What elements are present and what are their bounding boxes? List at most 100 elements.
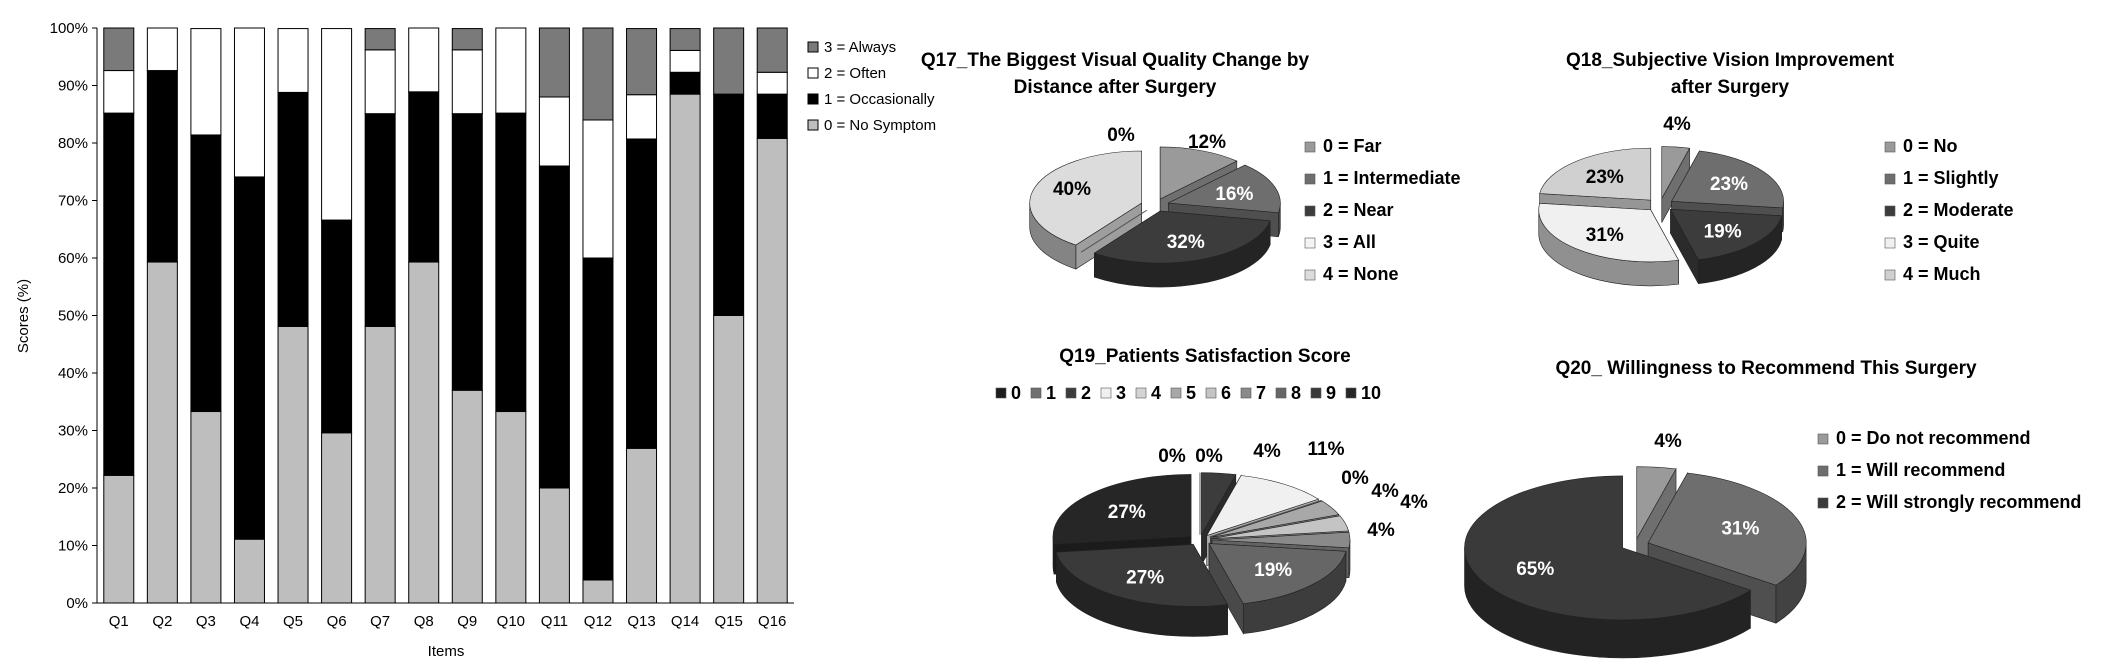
bar-segment bbox=[756, 137, 788, 604]
pie-legend-label: 4 = None bbox=[1323, 264, 1399, 284]
x-tick-label: Q4 bbox=[239, 613, 259, 630]
bar-segment bbox=[103, 474, 135, 604]
y-tick-label: 70% bbox=[58, 193, 88, 210]
pie-legend-swatch bbox=[1884, 269, 1896, 281]
y-tick-label: 60% bbox=[58, 250, 88, 267]
pie-chart-q20: Q20_ Willingness to Recommend This Surge… bbox=[1464, 358, 2081, 659]
pie-data-label: 65% bbox=[1516, 559, 1554, 580]
pie-legend-swatch bbox=[1304, 205, 1316, 217]
pie-data-label: 4% bbox=[1654, 431, 1682, 452]
bar-segment bbox=[233, 27, 265, 178]
x-tick-label: Q9 bbox=[457, 613, 477, 630]
pie-legend-label: 8 bbox=[1291, 383, 1301, 403]
x-tick-label: Q8 bbox=[414, 613, 434, 630]
pie-legend-label: 1 = Intermediate bbox=[1323, 168, 1461, 188]
pie-slice-top bbox=[1201, 472, 1237, 536]
pie-legend-swatch bbox=[1884, 141, 1896, 153]
pie-legend-label: 1 = Slightly bbox=[1903, 168, 1999, 188]
pie-data-label: 0% bbox=[1107, 125, 1135, 146]
bar-segment bbox=[756, 27, 788, 73]
bar-segment bbox=[190, 28, 222, 136]
pie-data-label: 4% bbox=[1367, 520, 1395, 541]
y-tick-label: 0% bbox=[66, 595, 88, 612]
bar-segment bbox=[669, 71, 701, 95]
pie-data-label: 4% bbox=[1253, 441, 1281, 462]
bar-segment bbox=[103, 70, 135, 114]
bar-segment bbox=[495, 27, 527, 114]
bar-segment bbox=[582, 119, 614, 259]
pie-legend-label: 1 = Will recommend bbox=[1836, 460, 2005, 480]
bar-segment bbox=[538, 27, 570, 98]
pie-legend-swatch bbox=[1304, 269, 1316, 281]
bar-segment bbox=[364, 113, 396, 327]
x-tick-label: Q7 bbox=[370, 613, 390, 630]
y-axis-label: Scores (%) bbox=[15, 279, 32, 353]
bar-segment bbox=[626, 138, 658, 449]
bar-segment bbox=[277, 325, 309, 604]
y-axis-ticks: 0% 10% 20% 30% 40% 50% 60% 70% 80% 90% 100% bbox=[50, 20, 97, 612]
bar-segment bbox=[538, 487, 570, 604]
bar-segment bbox=[364, 28, 396, 51]
y-tick-label: 20% bbox=[58, 480, 88, 497]
pie-slice-top bbox=[1029, 150, 1142, 246]
x-tick-label: Q13 bbox=[627, 613, 655, 630]
pie-legend-label: 3 = All bbox=[1323, 232, 1376, 252]
pie-data-label: 31% bbox=[1586, 225, 1624, 246]
bar-segment bbox=[538, 165, 570, 489]
pie-slice-top bbox=[1211, 515, 1349, 539]
x-axis-label: Items bbox=[428, 643, 465, 660]
x-tick-label: Q5 bbox=[283, 613, 303, 630]
bar-legend: 3 = Always 2 = Often 1 = Occasionally 0 = N… bbox=[807, 39, 936, 134]
pie-data-label: 23% bbox=[1586, 167, 1624, 188]
pie-legend-swatch bbox=[1310, 387, 1322, 399]
bar-segment bbox=[451, 49, 483, 115]
pie-legend-swatch bbox=[1304, 237, 1316, 249]
pie-legend-swatch bbox=[1170, 387, 1182, 399]
pie-data-label: 23% bbox=[1710, 174, 1748, 195]
pie-legend-label: 5 bbox=[1186, 383, 1196, 403]
pie-data-label: 4% bbox=[1400, 492, 1428, 513]
pie-legend-label: 0 bbox=[1011, 383, 1021, 403]
pie-slice-top bbox=[1210, 500, 1340, 538]
bar-segment bbox=[321, 28, 353, 221]
pie-slice-top bbox=[1661, 146, 1691, 199]
pie-data-label: 12% bbox=[1188, 132, 1226, 153]
pie-slice-top bbox=[1206, 475, 1320, 537]
pie-data-label: 27% bbox=[1108, 502, 1146, 523]
legend-label: 2 = Often bbox=[824, 65, 886, 82]
pie-legend-label: 1 bbox=[1046, 383, 1056, 403]
pie-legend-swatch bbox=[1884, 173, 1896, 185]
pie-slice-top bbox=[1080, 209, 1148, 253]
pie-data-label: 16% bbox=[1215, 184, 1253, 205]
bar-segment bbox=[321, 219, 353, 434]
bar-segment bbox=[408, 27, 440, 93]
bar-segment bbox=[451, 113, 483, 391]
bar-segment bbox=[669, 28, 701, 51]
pie-legend-swatch bbox=[1817, 497, 1829, 509]
pie-legend-swatch bbox=[1205, 387, 1217, 399]
pie-legend-label: 0 = Do not recommend bbox=[1836, 428, 2031, 448]
pie-data-label: 31% bbox=[1721, 519, 1759, 540]
pie-title: after Surgery bbox=[1671, 77, 1790, 98]
pie-data-label: 0% bbox=[1158, 446, 1186, 467]
bar-segment bbox=[146, 70, 178, 263]
legend-label: 1 = Occasionally bbox=[824, 91, 935, 108]
pie-legend-label: 0 = No bbox=[1903, 136, 1958, 156]
bar-segment bbox=[756, 71, 788, 95]
pie-legend-label: 2 = Near bbox=[1323, 200, 1394, 220]
bar-segment bbox=[408, 91, 440, 263]
pie-data-label: 32% bbox=[1167, 232, 1205, 253]
x-tick-label: Q6 bbox=[327, 613, 347, 630]
y-tick-label: 10% bbox=[58, 538, 88, 555]
pie-data-label: 4% bbox=[1663, 114, 1691, 135]
bar-segment bbox=[190, 411, 222, 604]
pie-chart-q18: Q18_Subjective Vision Improvement after S… bbox=[1538, 50, 2014, 287]
y-tick-label: 100% bbox=[50, 20, 88, 37]
x-tick-label: Q2 bbox=[152, 613, 172, 630]
pie-data-label: 0% bbox=[1195, 446, 1223, 467]
pie-legend-swatch bbox=[1884, 205, 1896, 217]
pie-title: Q18_Subjective Vision Improvement bbox=[1566, 50, 1895, 71]
pie-legend-swatch bbox=[1275, 387, 1287, 399]
bar-segment bbox=[451, 389, 483, 604]
pie-chart-q17: Q17_The Biggest Visual Quality Change by… bbox=[921, 50, 1461, 288]
